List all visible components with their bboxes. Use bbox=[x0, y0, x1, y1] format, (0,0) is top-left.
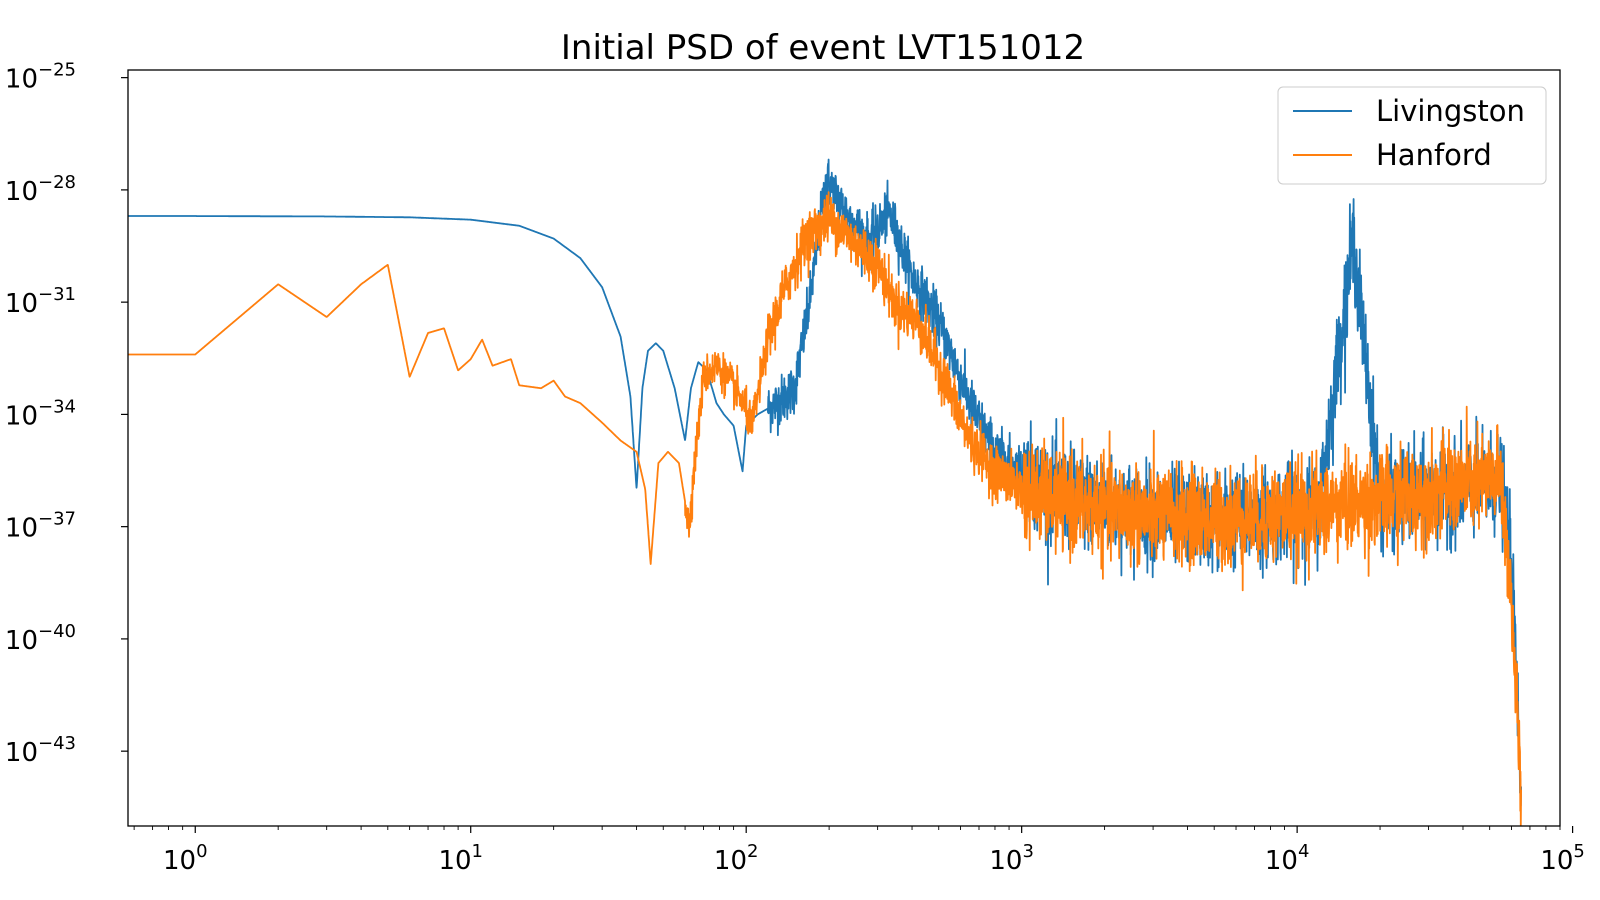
y-tick-label: 10−28 bbox=[5, 172, 76, 207]
x-tick-label: 104 bbox=[1265, 841, 1310, 876]
legend-label-livingston: Livingston bbox=[1376, 94, 1525, 128]
y-tick-label: 10−34 bbox=[5, 396, 76, 431]
series-line-hanford bbox=[128, 191, 1522, 826]
x-tick-label: 105 bbox=[1540, 841, 1585, 876]
plot-frame bbox=[127, 69, 1561, 827]
x-tick-label: 100 bbox=[163, 841, 208, 876]
x-tick-label: 101 bbox=[438, 841, 483, 876]
y-tick-label: 10−31 bbox=[5, 284, 76, 319]
x-tick-label: 102 bbox=[714, 841, 759, 876]
legend: Livingston Hanford bbox=[1277, 86, 1547, 185]
y-tick-label: 10−43 bbox=[5, 733, 76, 768]
y-tick-label: 10−25 bbox=[5, 60, 76, 95]
legend-label-hanford: Hanford bbox=[1376, 138, 1492, 172]
y-tick-label: 10−40 bbox=[5, 621, 76, 656]
y-tick-label: 10−37 bbox=[5, 509, 76, 544]
series-layer bbox=[128, 158, 1522, 826]
x-tick-label: 103 bbox=[989, 841, 1034, 876]
chart-title: Initial PSD of event LVT151012 bbox=[561, 28, 1085, 68]
